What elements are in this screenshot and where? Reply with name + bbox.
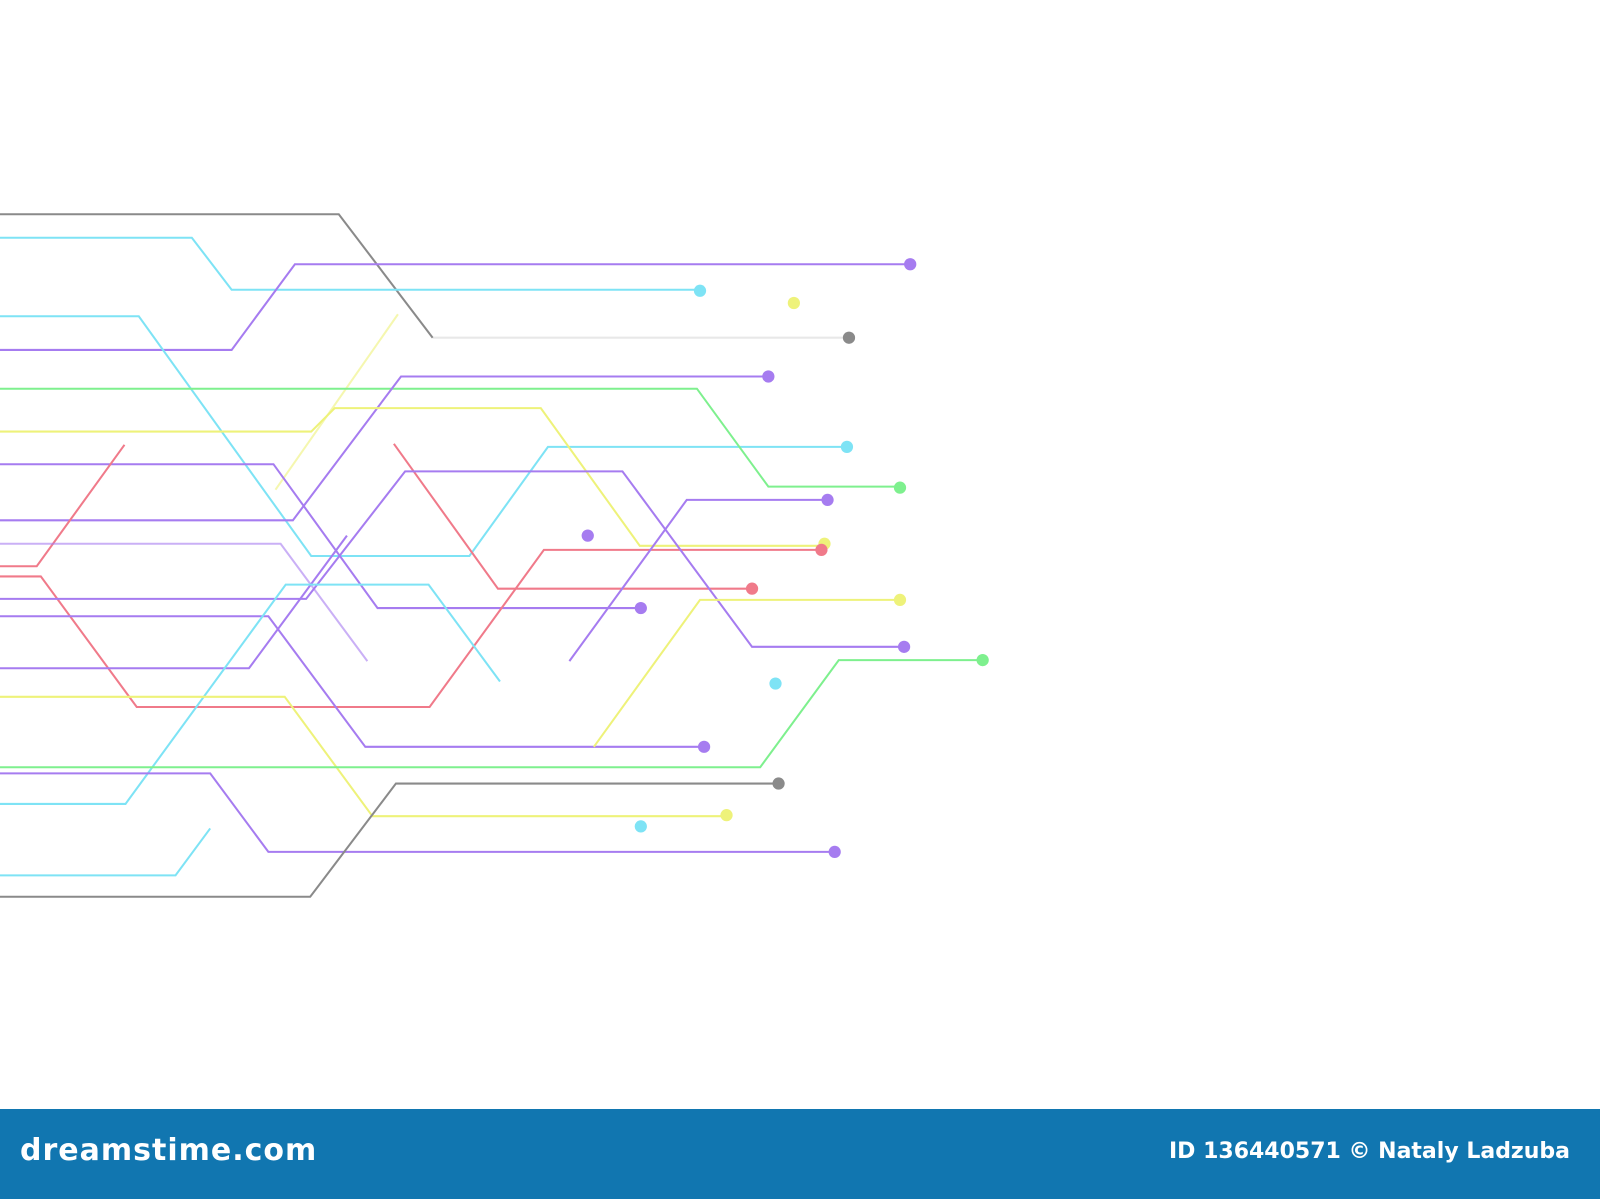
- purple-circuit-node: [762, 370, 775, 383]
- cyan-circuit-node: [634, 820, 647, 833]
- gray-circuit-node: [842, 331, 856, 344]
- dreamstime-logo: dreamstime.com: [20, 1133, 318, 1168]
- green-circuit-line: [0, 659, 983, 769]
- cyan-circuit-line: [0, 236, 700, 291]
- purple-circuit-node: [697, 740, 711, 753]
- purple-circuit-line: [0, 463, 641, 610]
- purple-circuit-line: [0, 615, 705, 748]
- green-circuit-node: [893, 481, 907, 494]
- purple-circuit-line: [0, 535, 348, 670]
- red-circuit-node: [815, 543, 828, 557]
- cyan-circuit-node: [693, 284, 707, 297]
- purple-circuit-node: [581, 529, 594, 542]
- purple-circuit-node: [828, 845, 841, 859]
- red-circuit-line: [393, 443, 753, 590]
- purple-circuit-line: [0, 375, 769, 522]
- gray-circuit-line: [0, 782, 779, 898]
- cyan-circuit-node: [769, 677, 782, 690]
- cyan-circuit-node: [840, 440, 854, 453]
- purple-circuit-line: [0, 470, 905, 648]
- footer-bar: dreamstime.com ID 136440571 © Nataly Lad…: [0, 1109, 1600, 1199]
- green-circuit-line: [0, 387, 900, 488]
- cyan-circuit-line: [0, 315, 847, 558]
- green-circuit-node: [976, 653, 989, 667]
- gray-circuit-node: [772, 777, 785, 790]
- purple-circuit-node: [634, 601, 647, 615]
- yellow-circuit-node: [893, 593, 907, 607]
- purple-circuit-line: [0, 772, 835, 853]
- image-credit: ID 136440571 © Nataly Ladzuba: [1168, 1139, 1570, 1164]
- cyan-circuit-line: [0, 827, 212, 877]
- purple-circuit-node: [821, 493, 834, 507]
- gray-circuit-line: [0, 213, 434, 339]
- purple-circuit-node: [897, 640, 911, 653]
- purple-circuit-line: [0, 542, 369, 662]
- red-circuit-line: [0, 548, 822, 709]
- purple-circuit-line: [568, 498, 828, 662]
- red-circuit-node: [745, 582, 759, 595]
- yellow-circuit-line: [593, 598, 900, 748]
- yellow-circuit-line: [0, 407, 825, 547]
- cyan-circuit-line: [0, 583, 501, 805]
- yellow-circuit-line: [0, 695, 727, 818]
- purple-circuit-node: [904, 258, 917, 271]
- purple-circuit-line: [0, 263, 911, 351]
- yellow-circuit-node: [720, 809, 733, 822]
- circuit-lines-illustration: [0, 213, 989, 898]
- yellow-circuit-node: [787, 296, 800, 310]
- red-circuit-line: [0, 444, 126, 568]
- yellow-circuit-line: [274, 313, 399, 491]
